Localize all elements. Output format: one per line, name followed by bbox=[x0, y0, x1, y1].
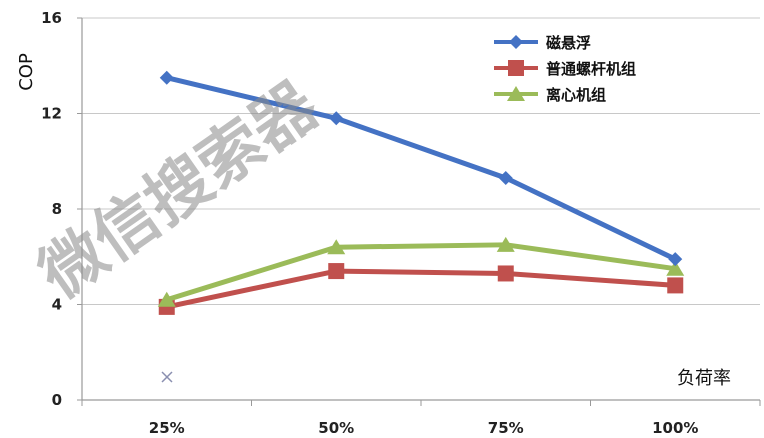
series-3 bbox=[157, 236, 685, 307]
legend-swatch-marker bbox=[509, 35, 523, 49]
series-line bbox=[164, 75, 678, 262]
x-tick-label: 75% bbox=[488, 419, 524, 437]
series-line bbox=[164, 268, 678, 310]
legend-swatch-marker bbox=[508, 60, 524, 76]
x-tick-label: 100% bbox=[652, 419, 698, 437]
data-point bbox=[328, 263, 345, 280]
y-tick-label: 4 bbox=[52, 296, 62, 314]
y-tick-label: 16 bbox=[41, 9, 62, 27]
x-tick-label: 25% bbox=[149, 419, 185, 437]
data-point bbox=[496, 236, 515, 252]
legend-item: 磁悬浮 bbox=[494, 34, 591, 52]
data-point bbox=[498, 170, 513, 185]
watermark: 微信搜索器 bbox=[26, 68, 332, 313]
grid-lines bbox=[82, 17, 760, 305]
legend-item: 离心机组 bbox=[494, 86, 606, 104]
y-tick-label: 8 bbox=[52, 200, 62, 218]
series-1 bbox=[159, 70, 683, 267]
data-point bbox=[668, 252, 683, 267]
legend-label: 磁悬浮 bbox=[546, 34, 591, 52]
data-point bbox=[159, 70, 174, 85]
legend-item: 普通螺杆机组 bbox=[494, 60, 636, 78]
watermark-text: 微信搜索器 bbox=[26, 68, 332, 313]
legend-label: 普通螺杆机组 bbox=[546, 60, 636, 78]
legend-label: 离心机组 bbox=[546, 86, 606, 104]
legend-swatch-marker bbox=[507, 86, 525, 101]
data-point bbox=[327, 239, 346, 255]
axes bbox=[77, 17, 761, 406]
data-point bbox=[157, 291, 176, 307]
series-lines bbox=[157, 70, 685, 315]
data-point bbox=[666, 260, 685, 276]
y-tick-label: 0 bbox=[52, 391, 62, 409]
data-point bbox=[329, 111, 344, 126]
tick-labels: 0 4 8 12 16 25% 50% 75% 100% bbox=[41, 9, 698, 437]
x-tick-label: 50% bbox=[318, 419, 354, 437]
data-point bbox=[497, 265, 514, 282]
data-point bbox=[667, 277, 684, 294]
y-axis-title: COP bbox=[16, 53, 37, 91]
series-2 bbox=[158, 263, 684, 315]
y-tick-label: 12 bbox=[41, 105, 62, 123]
series-line bbox=[164, 242, 678, 303]
x-axis-title: 负荷率 bbox=[677, 368, 731, 389]
stray-marker bbox=[161, 371, 173, 383]
